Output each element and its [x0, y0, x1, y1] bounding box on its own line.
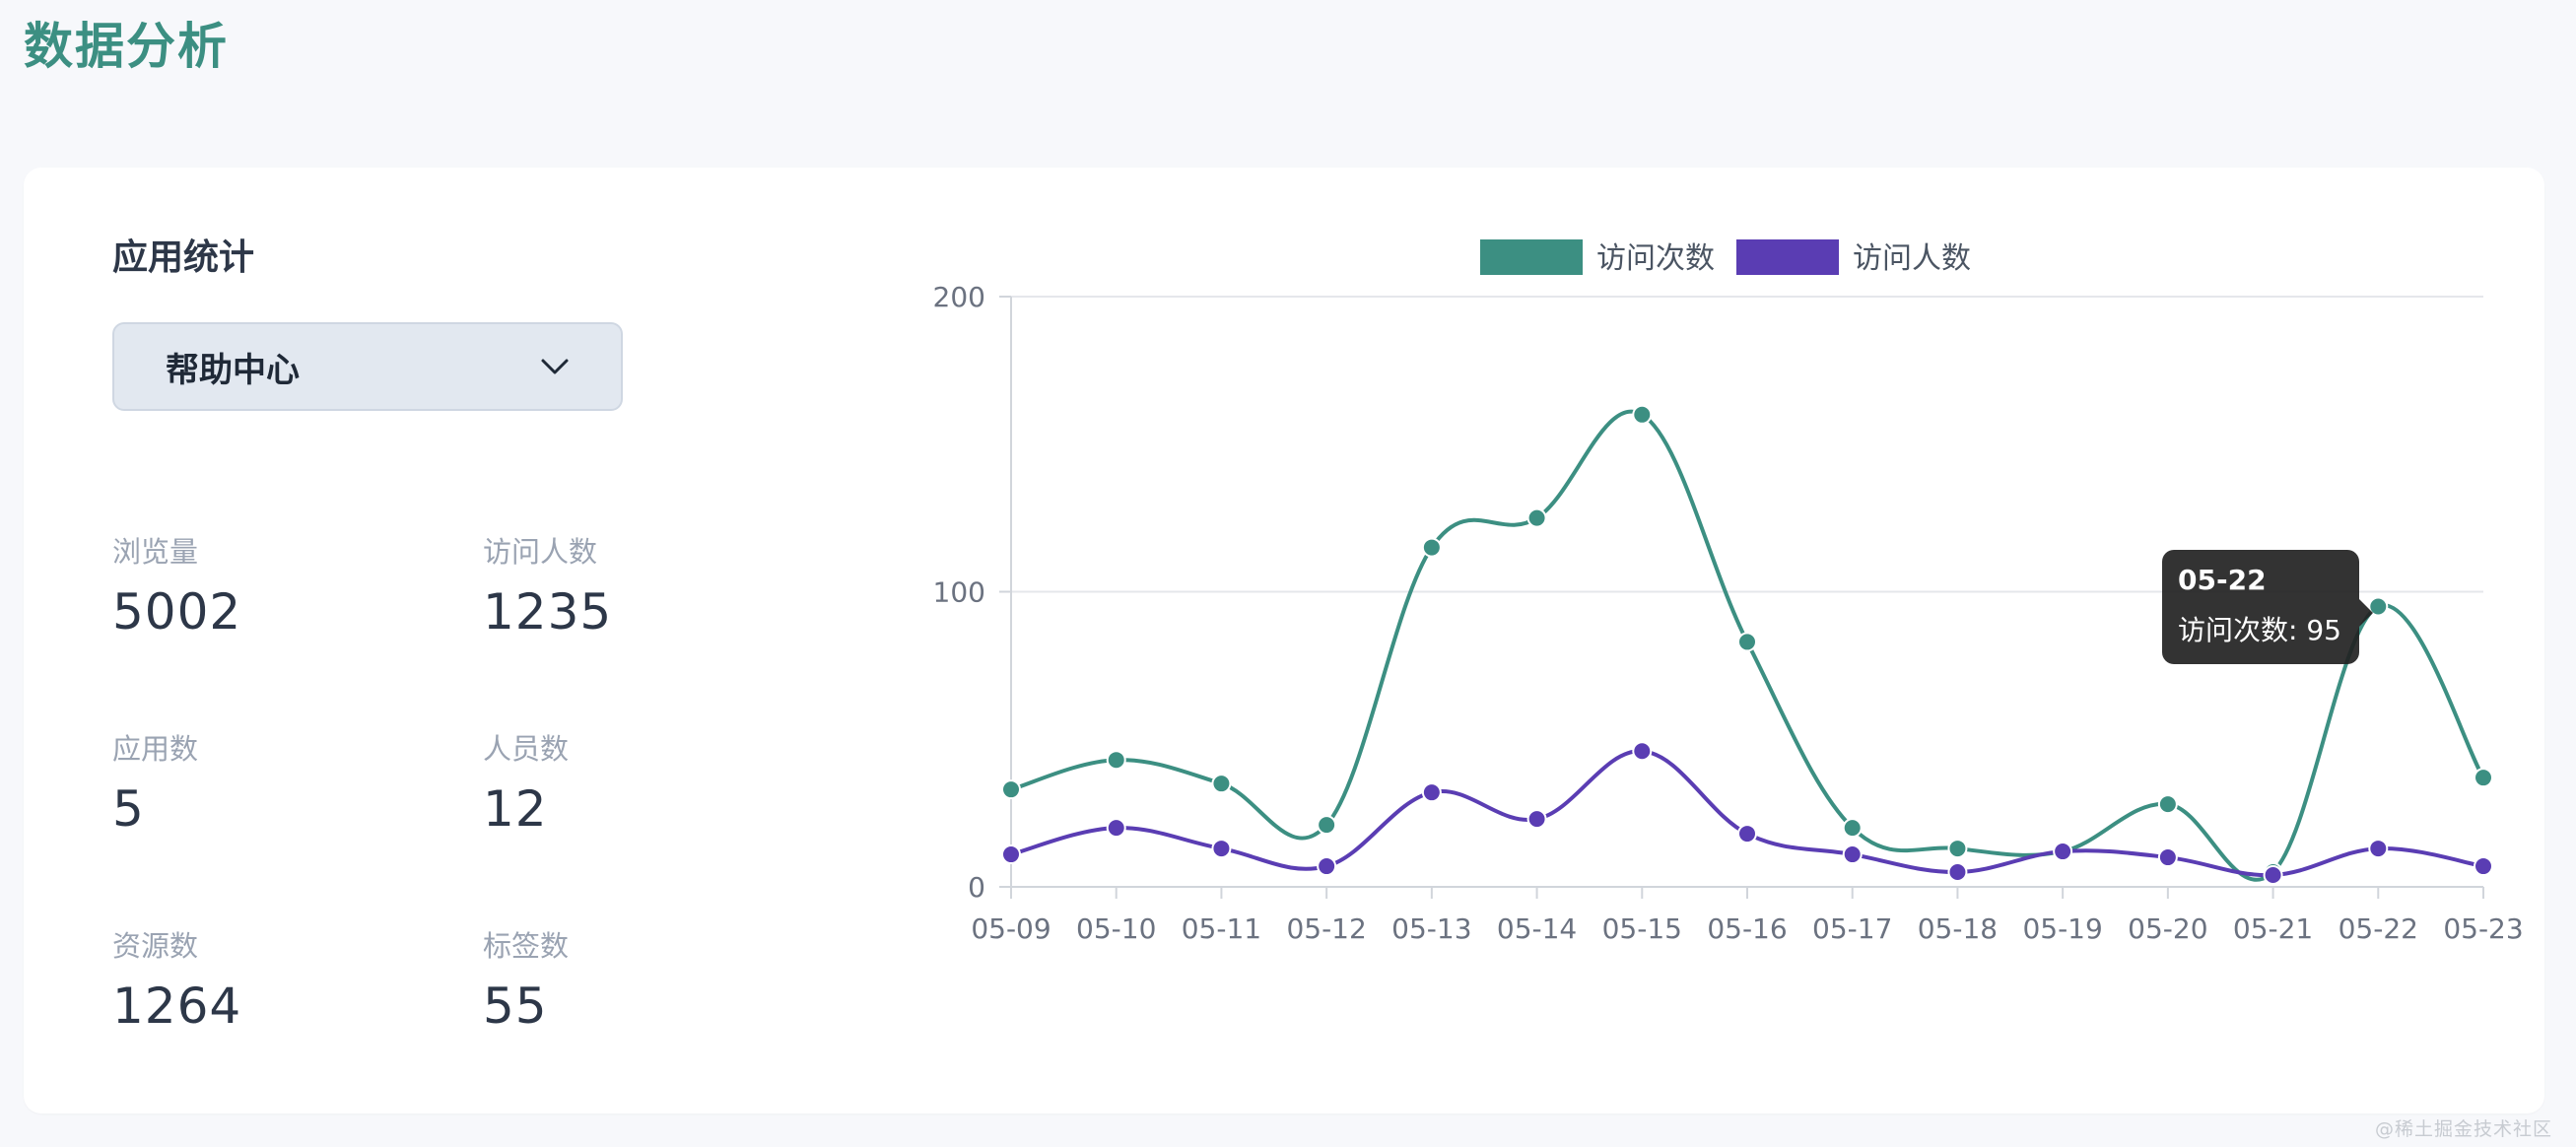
x-tick-label: 05-15 — [1602, 912, 1682, 945]
y-tick-label: 100 — [933, 576, 985, 609]
stat-label: 人员数 — [483, 732, 570, 766]
data-point-visits — [2474, 768, 2493, 788]
y-tick-label: 0 — [968, 871, 985, 904]
x-tick-label: 05-20 — [2128, 912, 2207, 945]
line-chart-svg: 0 100 200 05-09 05-10 05-11 05-12 05-13 05-14 05-… — [933, 239, 2524, 945]
legend-visitors-swatch — [1736, 239, 1839, 275]
stat-visitors: 访问人数 1235 — [483, 532, 612, 648]
data-point-visitors — [1526, 809, 1547, 830]
stat-apps: 应用数 5 — [112, 729, 198, 845]
x-tick-label: 05-10 — [1076, 912, 1156, 945]
series-line-visitors — [1009, 749, 2485, 878]
stat-label: 标签数 — [483, 929, 570, 963]
legend-visits-label: 访问次数 — [1596, 241, 1715, 276]
data-point-visits — [1737, 632, 1757, 652]
data-point-visits — [1421, 537, 1442, 558]
legend-visitors-label: 访问人数 — [1853, 241, 1971, 276]
data-point-visits — [1106, 750, 1126, 771]
app-stats-panel: 应用统计 帮助中心 浏览量 5002 访问人数 1235 应用数 5 — [24, 168, 871, 1113]
x-tick-label: 05-21 — [2233, 912, 2313, 945]
data-point-visits — [1211, 774, 1232, 794]
stat-members: 人员数 12 — [483, 729, 569, 845]
data-point-visitors — [2157, 847, 2178, 868]
stat-value: 1235 — [483, 583, 613, 641]
stats-card: 应用统计 帮助中心 浏览量 5002 访问人数 1235 应用数 5 — [24, 168, 2544, 1113]
data-point-visits — [1001, 779, 1021, 800]
app-stats-title: 应用统计 — [112, 237, 255, 278]
data-point-visitors — [1947, 862, 1968, 883]
x-tick-label: 05-22 — [2339, 912, 2418, 945]
data-point-visitors — [1001, 844, 1021, 865]
x-tick-label: 05-13 — [1391, 912, 1471, 945]
x-tick-label: 05-23 — [2443, 912, 2523, 945]
watermark: @稀土掘金技术社区 — [2374, 1118, 2552, 1140]
x-tick-label: 05-17 — [1812, 912, 1892, 945]
stat-page-views: 浏览量 5002 — [112, 532, 241, 648]
tooltip-value: 访问次数: 95 — [2178, 614, 2341, 646]
x-tick-label: 05-19 — [2022, 912, 2102, 945]
data-point-visitors — [2474, 856, 2493, 877]
data-point-visits — [1947, 839, 1968, 859]
page-title: 数据分析 — [24, 18, 229, 75]
legend-visits-swatch — [1480, 239, 1583, 275]
data-point-visits — [2157, 794, 2178, 815]
stat-value: 5002 — [112, 583, 242, 641]
x-tick-label: 05-12 — [1286, 912, 1366, 945]
data-point-visitors — [1632, 741, 1653, 762]
app-select-value: 帮助中心 — [166, 350, 300, 390]
x-tick-label: 05-14 — [1497, 912, 1577, 945]
x-tick-label: 05-09 — [971, 912, 1051, 945]
stat-label: 浏览量 — [112, 535, 199, 569]
stat-label: 访问人数 — [483, 535, 598, 569]
stat-value: 12 — [483, 780, 548, 838]
x-tick-label: 05-16 — [1707, 912, 1787, 945]
app-select[interactable]: 帮助中心 — [112, 322, 623, 411]
stat-value: 55 — [483, 978, 548, 1035]
data-point-visitors — [1842, 844, 1863, 865]
stat-tags: 标签数 55 — [483, 926, 569, 1043]
stat-label: 应用数 — [112, 732, 199, 766]
stat-value: 1264 — [112, 978, 242, 1035]
data-point-visits — [1842, 818, 1863, 839]
data-point-visitors — [2368, 839, 2389, 859]
data-point-visitors — [2263, 865, 2283, 886]
chart-tooltip: 05-22 访问次数: 95 — [2162, 550, 2373, 664]
data-point-visitors — [1317, 856, 1337, 877]
x-tick-label: 05-18 — [1918, 912, 1998, 945]
data-point-visitors — [1421, 782, 1442, 803]
x-tick-label: 05-11 — [1182, 912, 1261, 945]
data-point-visits — [1317, 815, 1337, 836]
tooltip-date: 05-22 — [2178, 564, 2267, 596]
stat-resources: 资源数 1264 — [112, 926, 241, 1043]
data-point-visitors — [2053, 842, 2073, 862]
visit-trend-chart: 0 100 200 05-09 05-10 05-11 05-12 05-13 05-14 05-… — [871, 168, 2544, 1113]
data-point-visitors — [1211, 839, 1232, 859]
chevron-down-icon — [538, 350, 572, 383]
data-point-visits — [1526, 507, 1547, 528]
data-point-visitors — [1737, 824, 1757, 844]
data-point-visitors — [1106, 818, 1126, 839]
y-tick-label: 200 — [933, 281, 985, 313]
data-point-visits — [1632, 404, 1653, 425]
stat-value: 5 — [112, 780, 145, 838]
stat-label: 资源数 — [112, 929, 199, 963]
